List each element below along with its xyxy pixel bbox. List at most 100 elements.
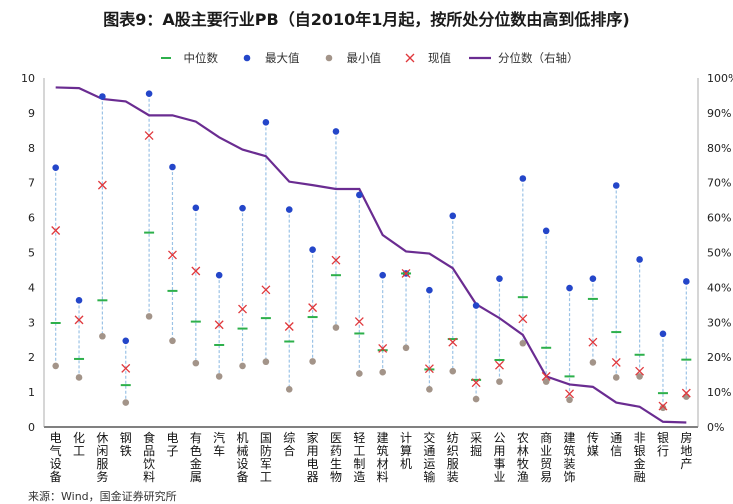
legend-item-percentile: 分位数（右轴） — [469, 50, 579, 66]
max-point — [122, 337, 130, 345]
x-tick-label: 传媒 — [587, 430, 599, 458]
svg-text:牧: 牧 — [517, 457, 529, 471]
legend-symbol-median — [160, 57, 171, 59]
y-tick-label: 6 — [28, 212, 35, 225]
svg-text:工: 工 — [260, 470, 272, 484]
legend-item-min: 最小值 — [318, 50, 381, 66]
svg-text:筑: 筑 — [377, 443, 389, 458]
svg-text:材: 材 — [377, 457, 389, 471]
svg-text:采: 采 — [470, 431, 482, 445]
min-point — [169, 337, 176, 345]
svg-text:建: 建 — [564, 431, 576, 445]
max-point — [192, 204, 200, 212]
min-point — [449, 367, 457, 375]
min-point — [612, 374, 620, 381]
min-point — [239, 362, 246, 370]
min-point — [566, 396, 573, 404]
y-tick-label: 2 — [28, 351, 35, 364]
current-point — [565, 389, 574, 399]
min-point — [262, 358, 270, 366]
current-point — [681, 388, 691, 398]
max-point — [542, 227, 550, 235]
svg-text:军: 军 — [260, 457, 272, 471]
svg-text:电: 电 — [166, 431, 178, 445]
svg-text:汽: 汽 — [213, 430, 225, 445]
max-point — [332, 128, 340, 135]
y2-tick-label: 0% — [707, 421, 724, 434]
svg-text:家: 家 — [307, 430, 319, 445]
current-point — [495, 360, 504, 370]
current-point — [144, 131, 154, 141]
svg-text:铁: 铁 — [120, 444, 132, 458]
svg-text:金: 金 — [634, 456, 646, 471]
current-point — [331, 255, 341, 265]
svg-text:国: 国 — [260, 431, 272, 445]
max-point — [636, 256, 643, 263]
svg-text:械: 械 — [237, 443, 249, 458]
min-point — [145, 313, 153, 320]
max-point — [215, 271, 223, 279]
svg-text:工: 工 — [353, 444, 365, 458]
min-point — [683, 393, 690, 400]
legend-item-max: 最大值 — [236, 50, 300, 66]
current-point — [168, 250, 177, 260]
svg-text:料: 料 — [143, 470, 155, 484]
svg-text:运: 运 — [423, 457, 435, 471]
y2-tick-label: 30% — [707, 316, 731, 329]
current-point — [74, 315, 84, 325]
svg-text:算: 算 — [400, 443, 412, 458]
y2-tick-label: 40% — [707, 281, 731, 294]
legend-symbol-current — [405, 53, 415, 63]
max-point — [262, 119, 270, 126]
svg-text:事: 事 — [493, 457, 505, 471]
min-point — [309, 358, 316, 365]
svg-text:电: 电 — [307, 457, 319, 471]
current-point — [518, 314, 528, 324]
svg-text:闲: 闲 — [96, 444, 108, 458]
svg-text:防: 防 — [260, 443, 272, 458]
svg-text:银: 银 — [657, 431, 669, 445]
svg-text:金: 金 — [190, 456, 202, 471]
legend-item-current: 现值 — [399, 50, 451, 66]
svg-text:器: 器 — [307, 470, 319, 484]
max-point — [612, 182, 620, 189]
percentile-line — [55, 86, 687, 424]
current-point — [424, 364, 434, 374]
svg-text:易: 易 — [540, 470, 552, 484]
y2-tick-label: 90% — [707, 107, 731, 120]
legend-label: 中位数 — [183, 51, 219, 65]
min-point — [472, 395, 480, 403]
current-point — [354, 317, 364, 327]
y-tick-label: 8 — [28, 142, 35, 155]
x-tick-label: 化工 — [73, 431, 85, 458]
svg-text:房: 房 — [680, 430, 692, 445]
svg-text:纺: 纺 — [447, 431, 459, 445]
x-tick-label: 综合 — [283, 431, 295, 458]
min-point — [402, 344, 410, 352]
min-point — [122, 399, 130, 406]
svg-text:通: 通 — [610, 431, 622, 445]
max-point — [472, 302, 480, 309]
svg-text:造: 造 — [353, 470, 365, 484]
max-point — [309, 246, 316, 254]
svg-text:输: 输 — [423, 469, 435, 484]
current-point — [261, 285, 271, 295]
current-point — [284, 322, 294, 331]
svg-text:通: 通 — [423, 444, 435, 458]
max-point — [426, 286, 433, 294]
svg-text:属: 属 — [190, 470, 202, 484]
svg-text:商: 商 — [540, 430, 552, 445]
svg-text:装: 装 — [564, 457, 576, 471]
min-point — [636, 373, 643, 380]
legend-item-median: 中位数 — [155, 50, 219, 66]
svg-text:用: 用 — [493, 444, 505, 458]
svg-text:务: 务 — [96, 469, 108, 484]
